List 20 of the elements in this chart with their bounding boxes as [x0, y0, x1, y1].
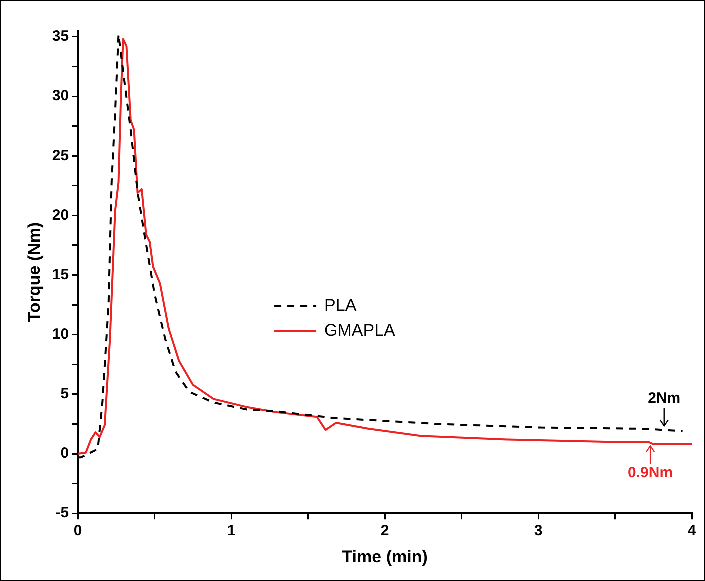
y-tick-label: 20 — [52, 206, 70, 224]
y-tick-label: 25 — [52, 147, 70, 164]
x-tick-label: 1 — [227, 522, 236, 540]
x-tick-label: 3 — [534, 522, 543, 540]
y-tick-label: 5 — [60, 386, 70, 403]
y-tick-label: 10 — [52, 326, 70, 343]
y-tick-label: 0 — [60, 445, 70, 462]
y-tick-label: 30 — [52, 88, 70, 105]
y-tick-label: 35 — [52, 28, 70, 46]
x-tick-label: 2 — [380, 522, 390, 540]
y-axis-title: Torque (Nm) — [24, 222, 44, 322]
x-axis-title: Time (min) — [342, 547, 428, 566]
annotation: 2Nm — [648, 390, 681, 407]
legend-label: PLA — [324, 296, 358, 315]
y-tick-label: -5 — [56, 504, 70, 522]
annotation: 0.9Nm — [628, 464, 674, 482]
x-tick-label: 0 — [74, 522, 82, 540]
y-tick-label: 15 — [52, 266, 70, 284]
x-tick-label: 4 — [688, 522, 697, 540]
legend-label: GMAPLA — [324, 320, 396, 340]
